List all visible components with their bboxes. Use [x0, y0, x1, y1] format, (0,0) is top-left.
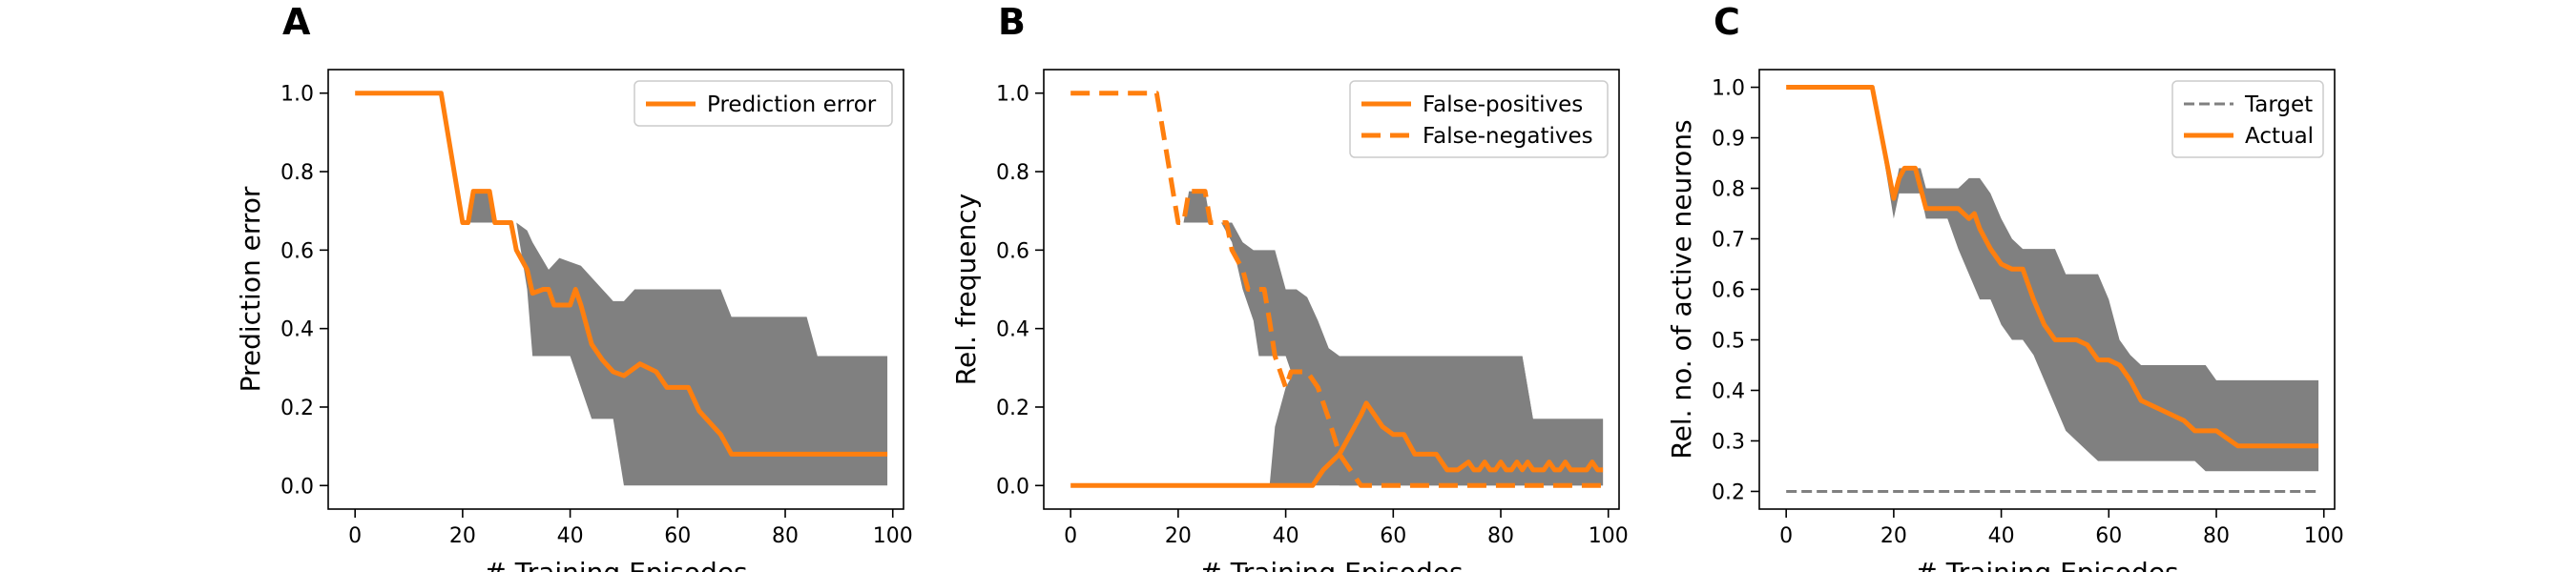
x-tick-label: 20	[449, 524, 476, 548]
x-tick-label: 100	[1589, 524, 1629, 548]
legend-entry-label: False-positives	[1423, 92, 1583, 117]
x-tick-label: 0	[1064, 524, 1077, 548]
y-tick-label: 0.9	[1712, 128, 1745, 152]
y-tick-label: 0.2	[996, 397, 1029, 420]
y-tick-label: 0.2	[280, 397, 314, 420]
y-tick-label: 1.0	[1712, 77, 1745, 101]
x-tick-label: 40	[1988, 524, 2015, 548]
y-tick-label: 1.0	[280, 83, 314, 107]
legend-box	[2171, 80, 2324, 158]
y-tick-label: 0.3	[1712, 430, 1745, 454]
x-tick-label: 0	[348, 524, 362, 548]
panel-label: C	[1714, 1, 1740, 43]
series-line-prediction-error	[355, 91, 888, 457]
legend-box	[1349, 80, 1609, 158]
x-axis-label: # Training Episodes	[484, 557, 747, 572]
x-tick-label: 60	[1380, 524, 1406, 548]
y-tick-label: 0.6	[280, 239, 314, 263]
y-tick-label: 0.0	[280, 475, 314, 499]
x-tick-label: 80	[772, 524, 799, 548]
y-axis-label: Prediction error	[235, 186, 266, 392]
y-tick-label: 0.4	[1712, 379, 1745, 403]
y-tick-label: 1.0	[996, 83, 1029, 107]
x-tick-label: 20	[1165, 524, 1192, 548]
legend: Target Actual	[2171, 80, 2324, 158]
panel-c: 0 20 40 60 80 100 0.2 0.3 0.4 0.5 0.6 0.7 0.8 0.9 1.0 #…	[1666, 1, 2344, 572]
panel-a: 0 20 40 60 80 100 0.0 0.2 0.4 0.6 0.8 1.0 # Training…	[235, 1, 913, 572]
axes-frame	[1043, 69, 1620, 510]
x-tick-label: 40	[1273, 524, 1299, 548]
y-tick-label: 0.8	[996, 161, 1029, 185]
legend-entry-label: Prediction error	[707, 92, 877, 117]
x-tick-label: 0	[1779, 524, 1793, 548]
series-line-false-negatives	[1070, 91, 1604, 488]
series-line-false-positives	[1070, 400, 1604, 488]
variance-band	[1872, 87, 2319, 472]
x-axis-label: # Training Episodes	[1199, 557, 1463, 572]
x-tick-label: 80	[2203, 524, 2230, 548]
x-tick-label: 20	[1880, 524, 1907, 548]
y-axis-label: Rel. no. of active neurons	[1666, 119, 1697, 459]
y-tick-label: 0.6	[996, 239, 1029, 263]
legend-box	[634, 80, 893, 127]
variance-band	[1269, 356, 1604, 486]
legend: Prediction error	[634, 80, 893, 127]
axes-frame	[327, 69, 904, 510]
series-line-actual	[1786, 85, 2319, 449]
x-tick-label: 100	[2304, 524, 2344, 548]
x-tick-label: 60	[2095, 524, 2122, 548]
y-tick-label: 0.2	[1712, 480, 1745, 504]
y-tick-label: 0.5	[1712, 329, 1745, 353]
y-tick-label: 0.0	[996, 475, 1029, 499]
x-tick-label: 80	[1487, 524, 1514, 548]
y-tick-label: 0.4	[996, 318, 1029, 342]
y-tick-label: 0.8	[280, 161, 314, 185]
x-axis-label: # Training Episodes	[1915, 557, 2178, 572]
x-tick-label: 100	[873, 524, 913, 548]
panel-label: A	[282, 1, 311, 43]
y-tick-label: 0.4	[280, 318, 314, 342]
x-tick-label: 40	[557, 524, 584, 548]
y-tick-label: 0.6	[1712, 279, 1745, 303]
y-axis-label: Rel. frequency	[950, 194, 982, 385]
panel-b: 0 20 40 60 80 100 0.0 0.2 0.4 0.6 0.8 1.0 # Training…	[950, 1, 1629, 572]
y-tick-label: 0.8	[1712, 178, 1745, 202]
legend-entry-label: Target	[2244, 92, 2313, 117]
y-tick-label: 0.7	[1712, 229, 1745, 253]
variance-band	[441, 92, 888, 486]
legend-entry-label: False-negatives	[1423, 124, 1593, 149]
x-tick-label: 60	[664, 524, 691, 548]
panel-label: B	[998, 1, 1026, 43]
legend: False-positives False-negatives	[1349, 80, 1609, 158]
legend-entry-label: Actual	[2245, 124, 2314, 149]
